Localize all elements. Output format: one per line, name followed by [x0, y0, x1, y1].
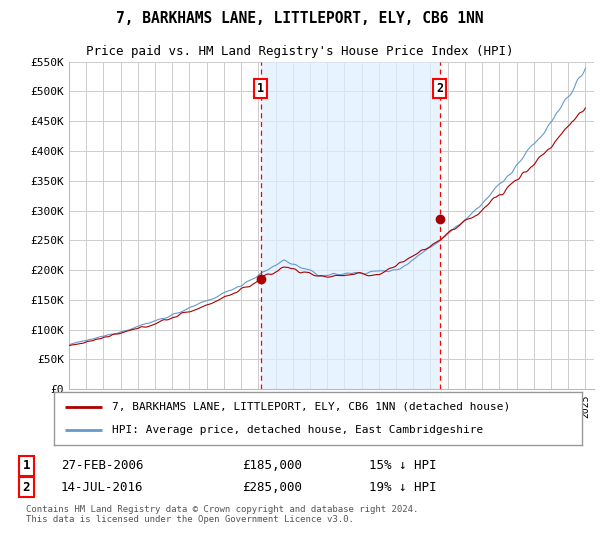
Text: 14-JUL-2016: 14-JUL-2016 — [61, 480, 143, 493]
Bar — [261, 62, 440, 389]
Text: Contains HM Land Registry data © Crown copyright and database right 2024.
This d: Contains HM Land Registry data © Crown c… — [26, 505, 419, 524]
Text: £185,000: £185,000 — [242, 459, 302, 473]
Text: 7, BARKHAMS LANE, LITTLEPORT, ELY, CB6 1NN (detached house): 7, BARKHAMS LANE, LITTLEPORT, ELY, CB6 1… — [112, 402, 511, 412]
Text: 1: 1 — [257, 82, 265, 95]
Text: 7, BARKHAMS LANE, LITTLEPORT, ELY, CB6 1NN: 7, BARKHAMS LANE, LITTLEPORT, ELY, CB6 1… — [116, 11, 484, 26]
Text: 2: 2 — [436, 82, 443, 95]
Text: 19% ↓ HPI: 19% ↓ HPI — [369, 480, 437, 493]
Text: 1: 1 — [23, 459, 30, 473]
Text: £285,000: £285,000 — [242, 480, 302, 493]
Text: 15% ↓ HPI: 15% ↓ HPI — [369, 459, 437, 473]
Text: 2: 2 — [23, 480, 30, 493]
Text: Price paid vs. HM Land Registry's House Price Index (HPI): Price paid vs. HM Land Registry's House … — [86, 45, 514, 58]
Text: HPI: Average price, detached house, East Cambridgeshire: HPI: Average price, detached house, East… — [112, 425, 484, 435]
Text: 27-FEB-2006: 27-FEB-2006 — [61, 459, 143, 473]
